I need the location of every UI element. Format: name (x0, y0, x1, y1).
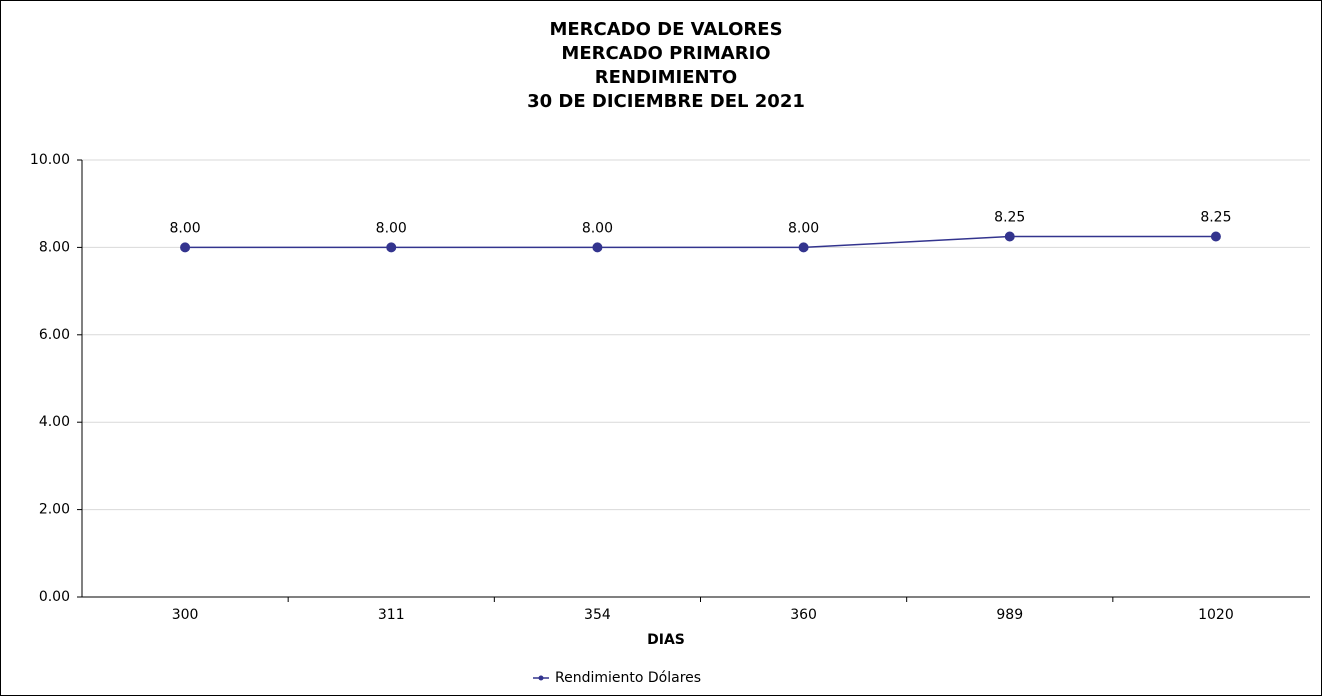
y-tick-label: 4.00 (39, 414, 70, 430)
chart-title: MERCADO PRIMARIO (561, 43, 770, 64)
x-tick-label: 354 (584, 607, 611, 623)
data-label: 8.00 (788, 220, 819, 236)
data-label: 8.00 (376, 220, 407, 236)
data-label: 8.25 (1200, 209, 1231, 225)
legend-label: Rendimiento Dólares (555, 670, 701, 686)
y-tick-label: 6.00 (39, 327, 70, 343)
data-label: 8.25 (994, 209, 1025, 225)
x-tick-label: 300 (172, 607, 199, 623)
x-tick-label: 360 (790, 607, 817, 623)
y-tick-label: 8.00 (39, 239, 70, 255)
data-point (592, 242, 603, 253)
data-label: 8.00 (582, 220, 613, 236)
data-point (180, 242, 191, 253)
legend-marker (538, 675, 544, 681)
chart-title: RENDIMIENTO (595, 67, 737, 88)
y-tick-label: 0.00 (39, 589, 70, 605)
x-axis-label: DIAS (647, 632, 685, 648)
x-tick-label: 989 (996, 607, 1023, 623)
chart-title: 30 DE DICIEMBRE DEL 2021 (527, 91, 805, 112)
data-point (1004, 231, 1015, 242)
x-tick-label: 311 (378, 607, 405, 623)
data-label: 8.00 (169, 220, 200, 236)
x-tick-label: 1020 (1198, 607, 1234, 623)
chart-title: MERCADO DE VALORES (549, 19, 782, 40)
data-point (798, 242, 809, 253)
series-line (185, 235, 1216, 249)
data-point (1210, 231, 1221, 242)
y-tick-label: 2.00 (39, 502, 70, 518)
y-tick-label: 10.00 (30, 152, 70, 168)
data-point (386, 242, 397, 253)
